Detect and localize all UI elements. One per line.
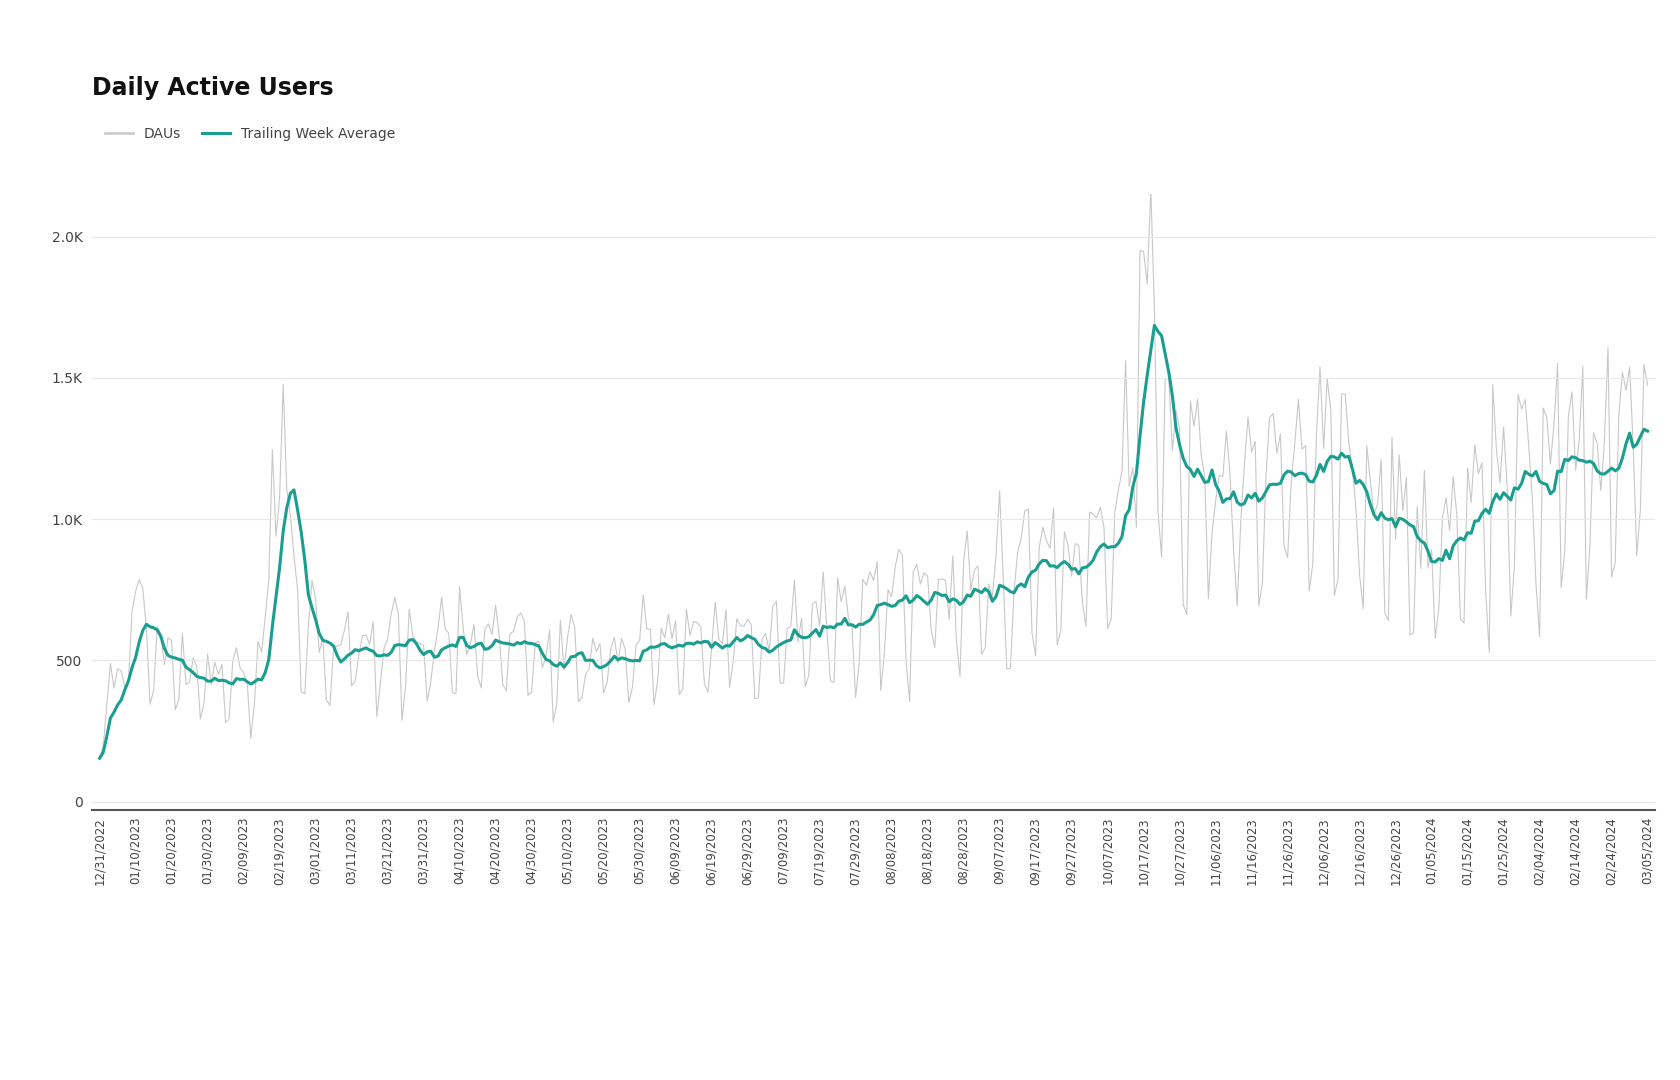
Legend: DAUs, Trailing Week Average: DAUs, Trailing Week Average [99, 121, 400, 147]
Text: Daily Active Users: Daily Active Users [92, 76, 334, 99]
